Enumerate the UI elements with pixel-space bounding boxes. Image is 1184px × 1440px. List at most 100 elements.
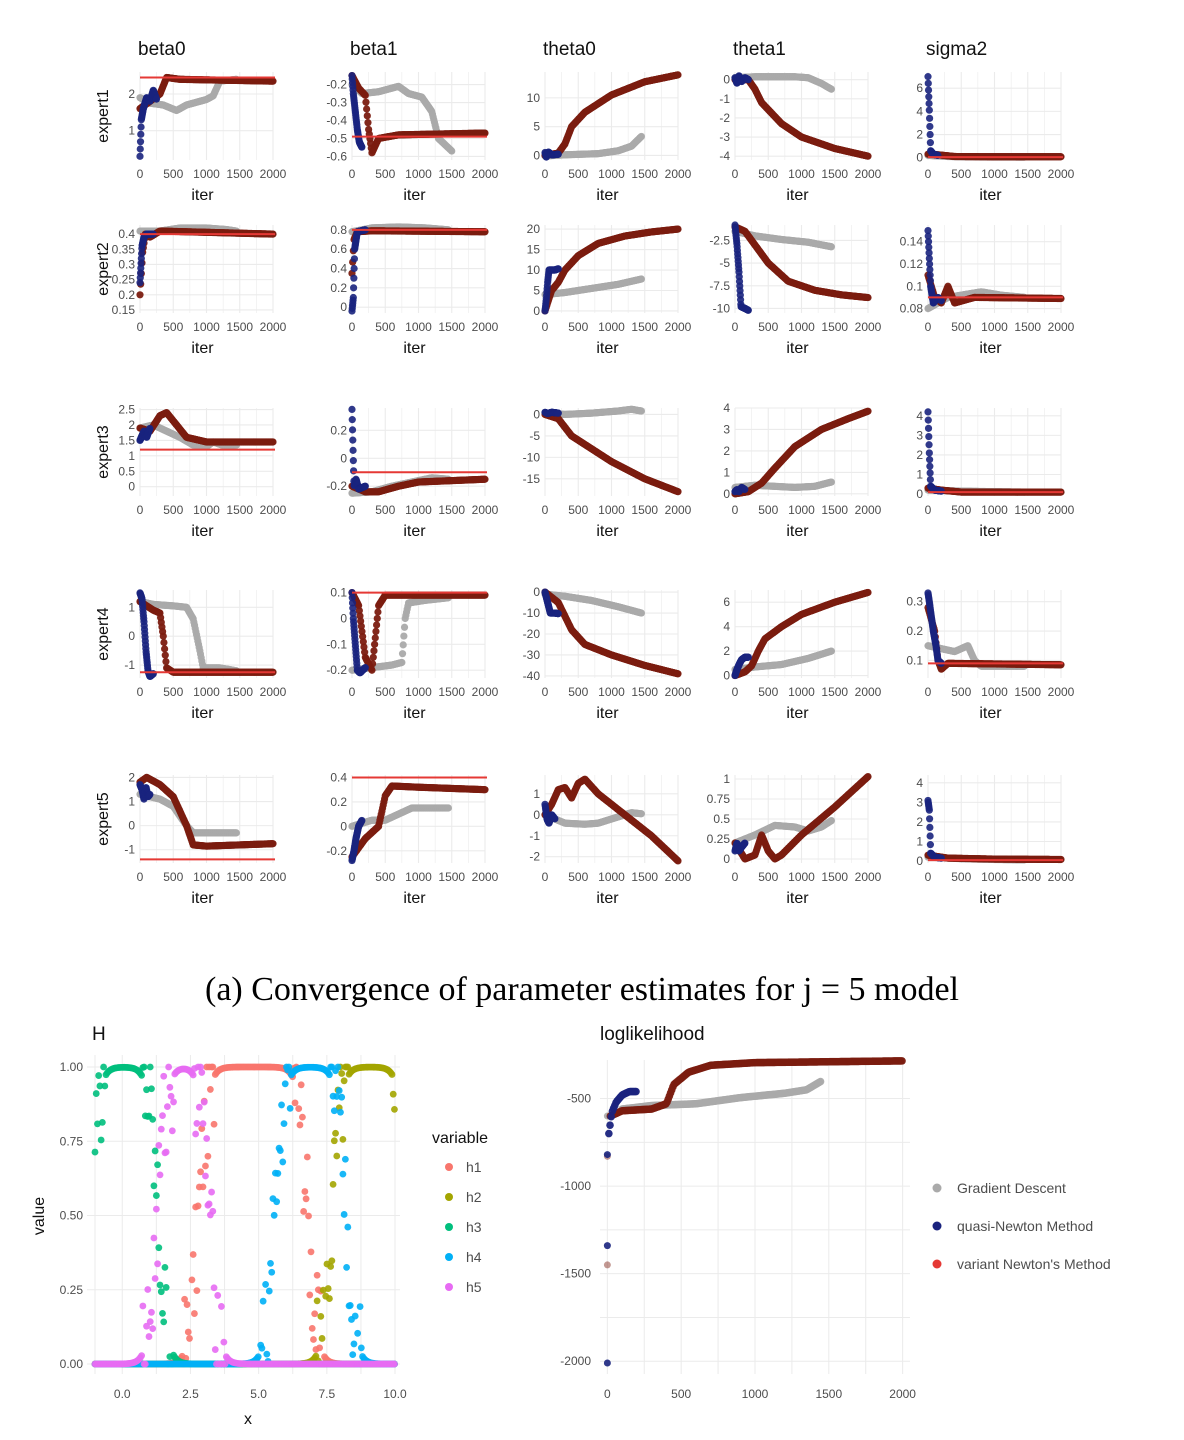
x-tick-label: 0 bbox=[349, 503, 356, 517]
parameter-grid: beta0 beta1 theta0 theta1 sigma2expert1exper… bbox=[95, 39, 1075, 907]
x-tick-label: 0 bbox=[137, 503, 144, 517]
x-tick-label: 500 bbox=[375, 503, 395, 517]
x-axis-label: iter bbox=[191, 340, 214, 357]
point-quasi-newton bbox=[925, 114, 934, 122]
point-quasi-newton bbox=[554, 150, 562, 158]
point-quasi-newton bbox=[136, 152, 144, 160]
y-tick-label: 0.2 bbox=[118, 288, 135, 302]
column-title-beta1: beta1 bbox=[350, 39, 398, 60]
x-tick-label: 500 bbox=[758, 320, 778, 334]
point-variant-newton bbox=[864, 152, 872, 160]
column-title-sigma2: sigma2 bbox=[926, 39, 987, 60]
y-tick-label: -7.5 bbox=[709, 279, 730, 293]
x-tick-label: 0 bbox=[542, 320, 549, 334]
x-tick-label: 2000 bbox=[260, 503, 287, 517]
x-axis-label: iter bbox=[786, 187, 809, 204]
y-tick-label: 0 bbox=[533, 148, 540, 162]
point-quasi-newton bbox=[554, 265, 562, 273]
x-tick-label: 2000 bbox=[855, 167, 882, 181]
x-axis-label: iter bbox=[596, 340, 619, 357]
y-tick-label: -1 bbox=[719, 92, 730, 106]
x-tick-label: 500 bbox=[163, 503, 183, 517]
x-tick-label: 1000 bbox=[405, 167, 432, 181]
point-quasi-newton bbox=[136, 145, 144, 153]
x-tick-label: 0 bbox=[349, 320, 356, 334]
y-tick-label: -2 bbox=[719, 111, 730, 125]
x-axis-label: iter bbox=[403, 340, 426, 357]
x-axis-label: iter bbox=[596, 187, 619, 204]
row-label-expert5: expert5 bbox=[95, 792, 112, 845]
row-label-expert2: expert2 bbox=[95, 242, 112, 295]
series-quasi-newton bbox=[924, 73, 942, 159]
x-tick-label: 1000 bbox=[193, 320, 220, 334]
y-tick-label: -0.5 bbox=[326, 131, 347, 145]
x-axis-label: iter bbox=[403, 187, 426, 204]
x-tick-label: 1500 bbox=[1014, 320, 1041, 334]
y-tick-label: -0.2 bbox=[326, 78, 347, 92]
x-tick-label: 0 bbox=[137, 320, 144, 334]
row-label-expert4: expert4 bbox=[95, 607, 112, 660]
point-quasi-newton bbox=[924, 79, 932, 87]
x-tick-label: 500 bbox=[758, 167, 778, 181]
x-tick-label: 2000 bbox=[472, 503, 499, 517]
y-tick-label: -3 bbox=[719, 130, 730, 144]
x-axis-label: iter bbox=[786, 340, 809, 357]
y-tick-label: 1.5 bbox=[118, 433, 135, 447]
point-quasi-newton bbox=[924, 73, 932, 81]
point-variant-newton bbox=[674, 225, 682, 233]
point-variant-newton bbox=[362, 98, 370, 106]
y-tick-label: 0 bbox=[128, 480, 135, 494]
x-tick-label: 1000 bbox=[193, 167, 220, 181]
x-tick-label: 1000 bbox=[405, 503, 432, 517]
y-tick-label: 10 bbox=[527, 91, 541, 105]
point-quasi-newton bbox=[146, 424, 154, 433]
x-tick-label: 0 bbox=[732, 167, 739, 181]
x-tick-label: 1500 bbox=[226, 167, 253, 181]
y-tick-label: 0.6 bbox=[330, 242, 347, 256]
point-variant-newton bbox=[136, 291, 144, 299]
point-quasi-newton bbox=[349, 284, 358, 292]
y-tick-label: 0.15 bbox=[112, 303, 136, 317]
point-quasi-newton bbox=[744, 76, 752, 84]
column-title-theta0: theta0 bbox=[543, 39, 596, 60]
x-tick-label: 500 bbox=[568, 167, 588, 181]
x-tick-label: 1000 bbox=[981, 167, 1008, 181]
y-tick-label: 0.35 bbox=[112, 242, 136, 256]
x-tick-label: 1000 bbox=[598, 167, 625, 181]
x-tick-label: 500 bbox=[375, 167, 395, 181]
y-tick-label: 4 bbox=[916, 104, 923, 118]
point-quasi-newton bbox=[350, 255, 358, 263]
x-tick-label: 500 bbox=[568, 320, 588, 334]
x-tick-label: 1000 bbox=[598, 320, 625, 334]
x-tick-label: 2000 bbox=[855, 320, 882, 334]
y-tick-label: 2 bbox=[916, 128, 923, 142]
x-tick-label: 1500 bbox=[821, 320, 848, 334]
x-tick-label: 0 bbox=[542, 167, 549, 181]
x-axis-label: iter bbox=[979, 340, 1002, 357]
column-title-beta0: beta0 bbox=[138, 39, 186, 60]
row-label-expert3: expert3 bbox=[95, 425, 112, 478]
x-tick-label: 2000 bbox=[472, 167, 499, 181]
y-tick-label: 2.5 bbox=[118, 403, 135, 417]
y-tick-label: 15 bbox=[527, 243, 541, 257]
x-tick-label: 0 bbox=[349, 167, 356, 181]
y-tick-label: 0.4 bbox=[118, 227, 135, 241]
point-variant-newton bbox=[269, 77, 277, 85]
y-tick-label: 0.3 bbox=[118, 257, 135, 271]
x-tick-label: 1500 bbox=[438, 167, 465, 181]
x-tick-label: 1500 bbox=[226, 320, 253, 334]
point-quasi-newton bbox=[137, 130, 145, 138]
x-tick-label: 2000 bbox=[260, 320, 287, 334]
column-title-theta1: theta1 bbox=[733, 39, 786, 60]
point-quasi-newton bbox=[925, 99, 933, 108]
point-gradient-descent bbox=[637, 132, 646, 141]
y-tick-label: -0.6 bbox=[326, 149, 347, 163]
x-tick-label: 1500 bbox=[1014, 167, 1041, 181]
x-tick-label: 500 bbox=[375, 320, 395, 334]
x-tick-label: 2000 bbox=[665, 167, 692, 181]
